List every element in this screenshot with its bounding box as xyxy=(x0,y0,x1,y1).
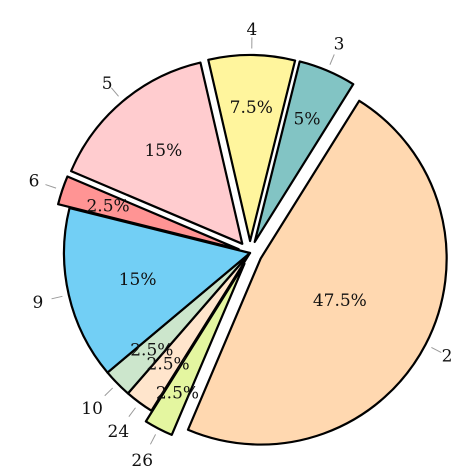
pie-slice-3 xyxy=(253,60,355,244)
pie-slice-26-category-label: 26 xyxy=(131,451,153,471)
pie-slice-5-percent-label: 15% xyxy=(144,141,182,161)
pie-slice-5 xyxy=(69,61,244,245)
pie-slice-2-leader-line xyxy=(431,346,442,354)
pie-slice-24-leader-line xyxy=(128,407,136,418)
pie-slice-26 xyxy=(144,262,246,436)
pie-slice-6-category-label: 6 xyxy=(29,172,40,192)
pie-slice-4-percent-label: 7.5% xyxy=(230,98,273,118)
pie-slice-2 xyxy=(186,99,448,446)
pie-slice-6 xyxy=(57,175,240,251)
pie-slice-9 xyxy=(62,206,252,374)
pie-slice-4-category-label: 4 xyxy=(247,20,258,40)
pie-slice-10-percent-label: 2.5% xyxy=(130,340,173,360)
pie-slice-9-percent-label: 15% xyxy=(119,270,157,290)
pie-slice-6-leader-line xyxy=(45,184,57,189)
pie-slice-10-category-label: 10 xyxy=(81,399,103,419)
pie-slice-9-category-label: 9 xyxy=(33,293,44,313)
pie-slice-5-leader-line xyxy=(110,87,119,97)
pie-slice-3-category-label: 3 xyxy=(334,34,345,54)
pie-slice-6-percent-label: 2.5% xyxy=(86,197,129,217)
pie-slice-10-leader-line xyxy=(104,387,114,397)
pie-slice-4 xyxy=(207,53,297,243)
pie-slice-26-leader-line xyxy=(149,434,157,445)
pie-slice-24-category-label: 24 xyxy=(108,422,130,442)
pie-slice-2-percent-label: 47.5% xyxy=(313,291,367,311)
pie-slice-3-percent-label: 5% xyxy=(294,110,321,130)
pie-slice-9-leader-line xyxy=(51,295,63,300)
pie-slice-2-category-label: 2 xyxy=(442,347,453,367)
pie-slice-3-leader-line xyxy=(329,54,335,65)
pie-slice-5-category-label: 5 xyxy=(102,74,113,94)
pie-slice-26-percent-label: 2.5% xyxy=(156,383,199,403)
pie-slice-24-percent-label: 2.5% xyxy=(147,355,190,375)
